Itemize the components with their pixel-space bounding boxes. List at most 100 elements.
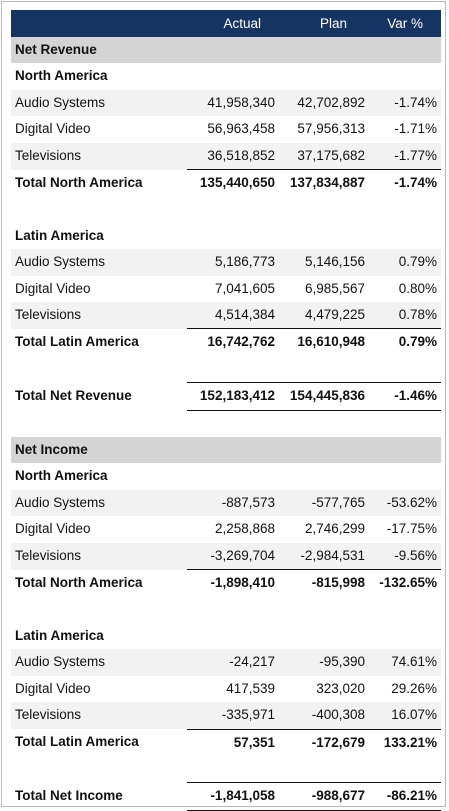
row-actual: 41,958,340 <box>187 89 279 117</box>
region-title: Latin America <box>15 227 104 243</box>
row-label: Televisions <box>11 142 187 170</box>
grand-total-label: Total Net Revenue <box>15 388 132 404</box>
row-var: -1.74% <box>369 89 441 117</box>
spacer-row <box>11 410 441 437</box>
row-var: 0.78% <box>369 302 441 329</box>
spacer-cell <box>11 356 441 383</box>
grand-total-var: -1.46% <box>369 382 441 411</box>
header-var-pct: Var % <box>369 10 441 37</box>
grand-total-actual: -1,841,058 <box>187 782 279 811</box>
region-title: Latin America <box>15 627 104 643</box>
header-row: Actual Plan Var % <box>11 10 441 37</box>
table-row: Audio Systems 41,958,340 42,702,892 -1.7… <box>11 89 441 117</box>
table-row: Televisions 4,514,384 4,479,225 0.78% <box>11 302 441 329</box>
row-label: Televisions <box>11 702 187 729</box>
total-var: 0.79% <box>369 328 441 356</box>
region-title: North America <box>15 68 108 84</box>
spacer-row <box>11 196 441 222</box>
total-var: 133.21% <box>369 728 441 756</box>
total-plan: -815,998 <box>279 569 369 597</box>
total-plan: -172,679 <box>279 728 369 756</box>
row-plan: 57,956,313 <box>297 121 365 137</box>
row-plan: -577,765 <box>279 489 369 517</box>
total-plan: 16,610,948 <box>279 328 369 356</box>
total-var: -1.74% <box>369 169 441 197</box>
row-var: -53.62% <box>369 489 441 517</box>
row-var: 16.07% <box>369 702 441 729</box>
row-var: -1.71% <box>394 121 437 137</box>
row-label: Digital Video <box>15 680 91 696</box>
table-row: Televisions -3,269,704 -2,984,531 -9.56% <box>11 542 441 570</box>
row-label: Audio Systems <box>11 89 187 117</box>
header-actual: Actual <box>187 10 279 37</box>
region-total-row: Total North America -1,898,410 -815,998 … <box>11 569 441 597</box>
row-actual: 5,186,773 <box>187 249 279 276</box>
region-header: North America <box>11 463 441 489</box>
header-blank <box>11 10 187 37</box>
row-actual: -335,971 <box>187 702 279 729</box>
row-label: Televisions <box>11 542 187 570</box>
grand-total-row: Total Net Income -1,841,058 -988,677 -86… <box>11 782 441 811</box>
spacer-cell <box>11 196 441 222</box>
region-header: North America <box>11 63 441 89</box>
row-actual: 56,963,458 <box>207 121 275 137</box>
row-label: Audio Systems <box>11 249 187 276</box>
row-actual: 4,514,384 <box>187 302 279 329</box>
total-actual: -1,898,410 <box>187 569 279 597</box>
row-var: 29.26% <box>391 680 437 696</box>
row-var: -17.75% <box>386 521 437 537</box>
table-row: Televisions -335,971 -400,308 16.07% <box>11 702 441 729</box>
row-plan: -95,390 <box>279 649 369 676</box>
row-plan: 6,985,567 <box>304 280 365 296</box>
header-plan: Plan <box>279 10 369 37</box>
region-title: North America <box>15 468 108 484</box>
table-row: Digital Video 417,539 323,020 29.26% <box>11 676 441 702</box>
spacer-cell <box>11 410 441 437</box>
total-plan: 137,834,887 <box>279 169 369 197</box>
row-var: 0.79% <box>369 249 441 276</box>
row-var: 74.61% <box>369 649 441 676</box>
row-actual: 7,041,605 <box>214 280 275 296</box>
row-actual: 2,258,868 <box>214 521 275 537</box>
grand-total-actual: 152,183,412 <box>187 382 279 411</box>
grand-total-label: Total Net Income <box>15 788 123 804</box>
total-var: -132.65% <box>369 569 441 597</box>
table-row: Audio Systems 5,186,773 5,146,156 0.79% <box>11 249 441 276</box>
region-total-row: Total Latin America 16,742,762 16,610,94… <box>11 328 441 356</box>
spacer-row <box>11 596 441 622</box>
region-total-row: Total North America 135,440,650 137,834,… <box>11 169 441 197</box>
financial-report-table: Actual Plan Var % Net Revenue North Amer… <box>11 10 441 811</box>
total-label: Total Latin America <box>15 734 139 750</box>
table-row: Audio Systems -24,217 -95,390 74.61% <box>11 649 441 676</box>
table-row: Digital Video 7,041,605 6,985,567 0.80% <box>11 276 441 302</box>
row-plan: -400,308 <box>279 702 369 729</box>
row-actual: -24,217 <box>187 649 279 676</box>
region-header: Latin America <box>11 223 441 249</box>
table-row: Audio Systems -887,573 -577,765 -53.62% <box>11 489 441 517</box>
section-header-net-income: Net Income <box>11 437 441 464</box>
spacer-cell <box>11 756 441 783</box>
grand-total-var: -86.21% <box>369 782 441 811</box>
row-label: Audio Systems <box>11 649 187 676</box>
total-label: Total Latin America <box>15 334 139 350</box>
row-plan: 5,146,156 <box>279 249 369 276</box>
section-title: Net Revenue <box>11 37 441 64</box>
total-label: Total North America <box>15 574 143 590</box>
row-var: -1.77% <box>369 142 441 170</box>
row-var: 0.80% <box>398 280 437 296</box>
section-header-net-revenue: Net Revenue <box>11 37 441 64</box>
total-actual: 16,742,762 <box>187 328 279 356</box>
row-label: Digital Video <box>15 121 91 137</box>
total-actual: 57,351 <box>187 728 279 756</box>
section-title: Net Income <box>11 437 441 464</box>
table-row: Digital Video 2,258,868 2,746,299 -17.75… <box>11 516 441 542</box>
row-plan: 37,175,682 <box>279 142 369 170</box>
row-plan: 323,020 <box>316 680 365 696</box>
row-label: Televisions <box>11 302 187 329</box>
row-plan: 42,702,892 <box>279 89 369 117</box>
table-row: Televisions 36,518,852 37,175,682 -1.77% <box>11 142 441 170</box>
row-plan: 4,479,225 <box>279 302 369 329</box>
spacer-row <box>11 356 441 383</box>
row-actual: 36,518,852 <box>187 142 279 170</box>
